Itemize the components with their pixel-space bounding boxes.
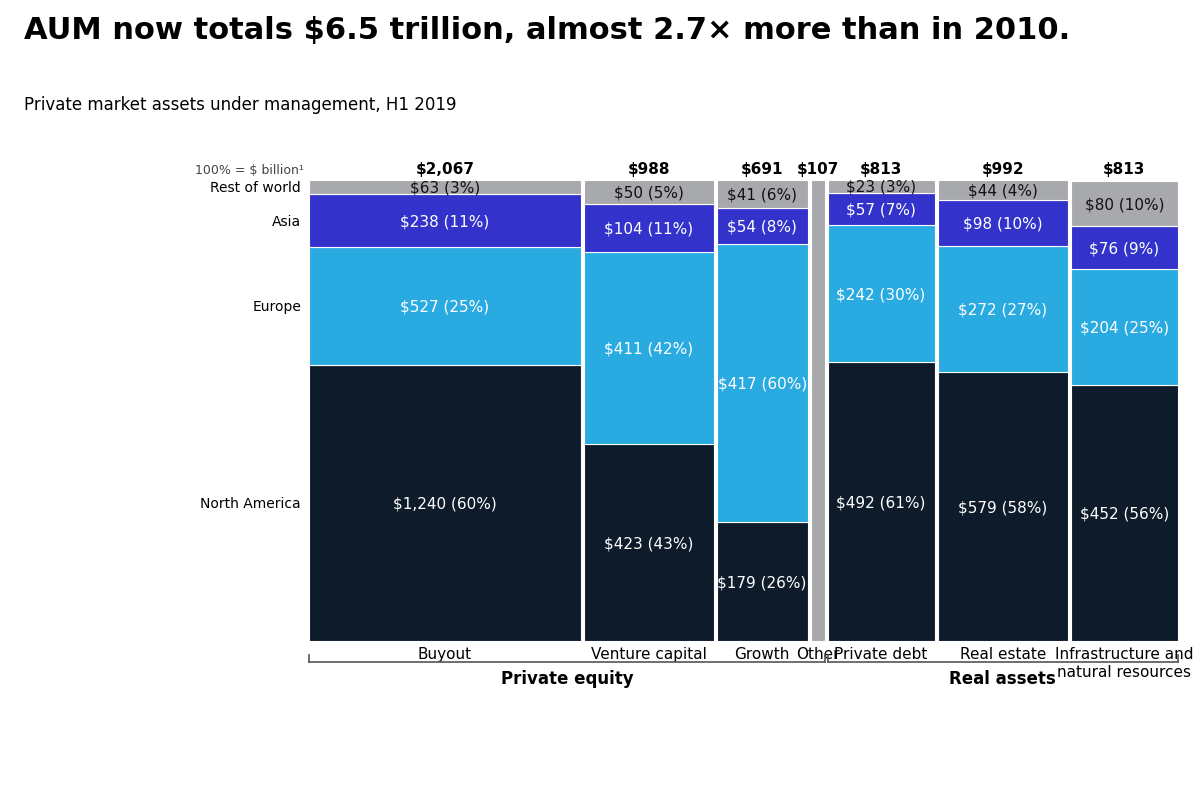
Text: $107: $107: [797, 162, 839, 176]
Bar: [937, 373, 1068, 642]
Bar: [716, 522, 808, 642]
Text: $23 (3%): $23 (3%): [846, 180, 916, 195]
Bar: [584, 253, 714, 444]
Bar: [937, 180, 1068, 201]
Bar: [1070, 227, 1177, 270]
Text: Real assets: Real assets: [949, 669, 1056, 687]
Bar: [828, 226, 935, 363]
Text: Private equity: Private equity: [500, 669, 634, 687]
Text: $272 (27%): $272 (27%): [958, 302, 1048, 318]
Text: Europe: Europe: [252, 300, 301, 314]
Text: $992: $992: [982, 162, 1024, 176]
Text: $417 (60%): $417 (60%): [718, 376, 806, 391]
Text: $813: $813: [1103, 162, 1146, 176]
Bar: [584, 444, 714, 642]
Bar: [1070, 270, 1177, 386]
Bar: [310, 366, 581, 642]
Text: Private market assets under management, H1 2019: Private market assets under management, …: [24, 96, 456, 114]
Text: $63 (3%): $63 (3%): [410, 180, 480, 196]
Bar: [937, 201, 1068, 247]
Text: $411 (42%): $411 (42%): [605, 341, 694, 356]
Text: 100% = $ billion¹: 100% = $ billion¹: [196, 164, 304, 176]
Bar: [1070, 182, 1177, 227]
Bar: [584, 181, 714, 205]
Bar: [828, 180, 935, 193]
Text: $492 (61%): $492 (61%): [836, 495, 926, 510]
Bar: [810, 181, 824, 642]
Text: $2,067: $2,067: [415, 162, 474, 176]
Bar: [937, 247, 1068, 373]
Bar: [310, 181, 581, 195]
Text: $80 (10%): $80 (10%): [1085, 197, 1164, 212]
Text: $527 (25%): $527 (25%): [401, 299, 490, 314]
Bar: [716, 209, 808, 245]
Text: $76 (9%): $76 (9%): [1090, 241, 1159, 256]
Text: $242 (30%): $242 (30%): [836, 287, 925, 302]
Text: $988: $988: [628, 162, 670, 176]
Text: $41 (6%): $41 (6%): [727, 188, 797, 202]
Text: $238 (11%): $238 (11%): [401, 214, 490, 229]
Text: $179 (26%): $179 (26%): [718, 574, 806, 589]
Text: $1,240 (60%): $1,240 (60%): [394, 496, 497, 511]
Text: Asia: Asia: [272, 214, 301, 229]
Bar: [310, 195, 581, 248]
Text: $579 (58%): $579 (58%): [958, 500, 1048, 515]
Text: $423 (43%): $423 (43%): [604, 536, 694, 550]
Text: $98 (10%): $98 (10%): [962, 217, 1043, 232]
Text: $204 (25%): $204 (25%): [1080, 320, 1169, 335]
Bar: [828, 193, 935, 226]
Text: AUM now totals $6.5 trillion, almost 2.7× more than in 2010.: AUM now totals $6.5 trillion, almost 2.7…: [24, 16, 1070, 45]
Bar: [1070, 386, 1177, 642]
Text: $813: $813: [860, 162, 902, 176]
Text: $104 (11%): $104 (11%): [605, 221, 694, 237]
Bar: [584, 205, 714, 253]
Text: $44 (4%): $44 (4%): [968, 184, 1038, 198]
Text: $57 (7%): $57 (7%): [846, 202, 916, 217]
Bar: [716, 181, 808, 209]
Text: $691: $691: [740, 162, 784, 176]
Text: $452 (56%): $452 (56%): [1080, 506, 1169, 521]
Text: $50 (5%): $50 (5%): [614, 185, 684, 200]
Bar: [716, 245, 808, 522]
Bar: [828, 363, 935, 642]
Text: Rest of world: Rest of world: [210, 181, 301, 195]
Text: $54 (8%): $54 (8%): [727, 219, 797, 234]
Text: North America: North America: [200, 496, 301, 511]
Bar: [310, 248, 581, 366]
